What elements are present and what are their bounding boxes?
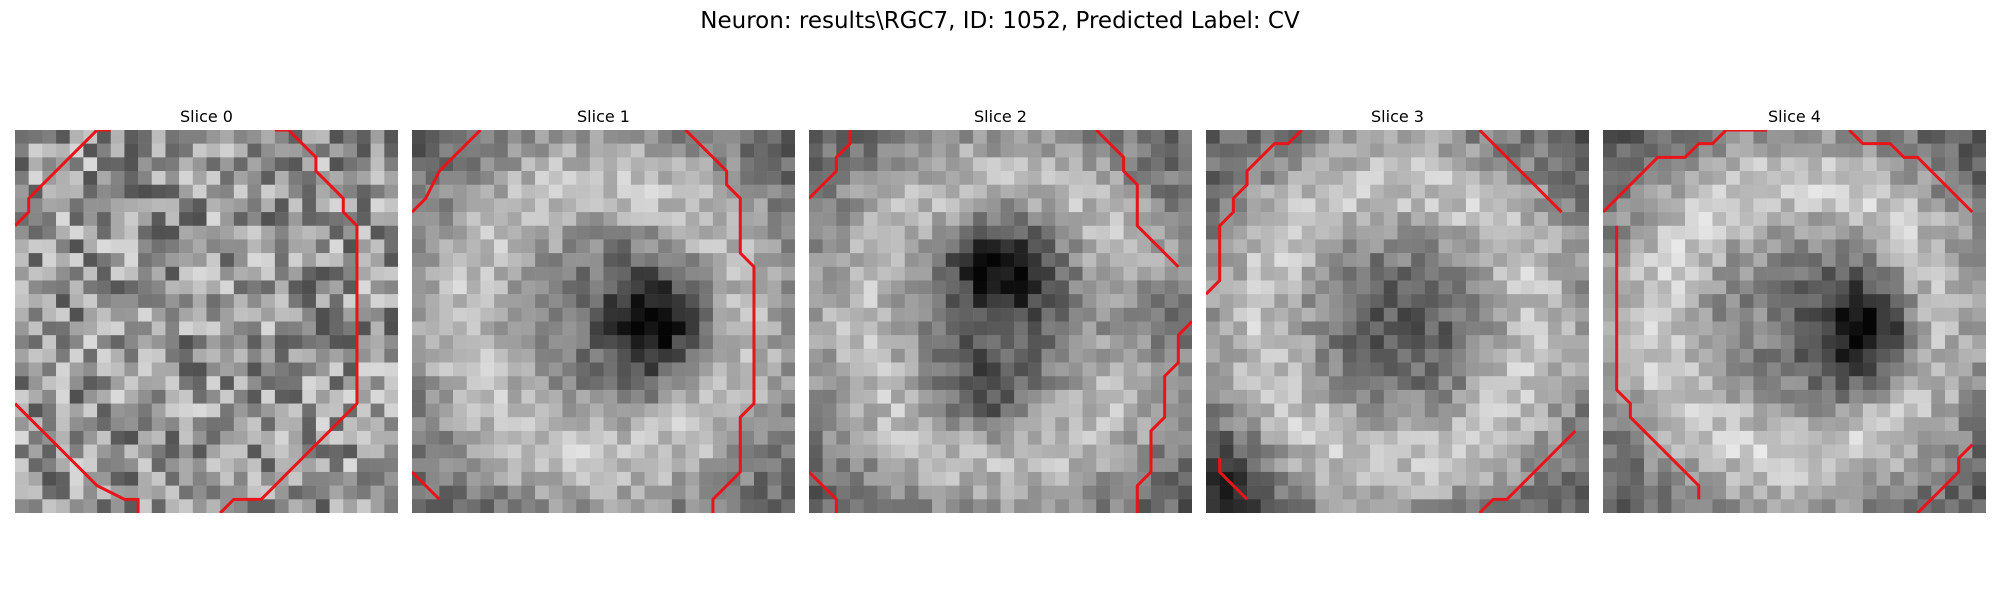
slice-4-contour-2 — [1615, 225, 1701, 500]
slice-1-contour-2 — [412, 470, 441, 501]
slice-1-contour-1 — [684, 130, 756, 513]
slice-2-pixels — [809, 130, 1192, 513]
slice-1-pixels — [412, 130, 795, 513]
slice-panel-3: Slice 3 — [1206, 106, 1589, 513]
slice-4-pixels — [1603, 130, 1986, 513]
slice-panel-4: Slice 4 — [1603, 106, 1986, 513]
slice-0-contour-0 — [15, 130, 111, 227]
slice-title-2: Slice 2 — [974, 107, 1027, 126]
slice-panel-2: Slice 2 — [809, 106, 1192, 513]
slice-3-contour-2 — [1218, 458, 1249, 501]
slice-title-3: Slice 3 — [1371, 107, 1424, 126]
slice-2-contour-3 — [809, 470, 838, 513]
figure-title: Neuron: results\RGC7, ID: 1052, Predicte… — [700, 8, 1300, 34]
slice-4-contour-3 — [1916, 443, 1974, 513]
slice-3-contour-3 — [1478, 429, 1577, 513]
slice-0-pixels — [15, 130, 398, 513]
slice-3-contour-1 — [1478, 130, 1563, 214]
slice-image-2 — [809, 130, 1192, 513]
slice-panel-0: Slice 0 — [15, 106, 398, 513]
slice-image-0 — [15, 130, 398, 513]
slice-2-contour-2 — [1135, 320, 1192, 513]
slice-0-contour-2 — [15, 402, 140, 513]
slice-image-3 — [1206, 130, 1589, 513]
slice-title-1: Slice 1 — [577, 107, 630, 126]
slice-title-0: Slice 0 — [180, 107, 233, 126]
slice-image-1 — [412, 130, 795, 513]
slice-4-contour-1 — [1848, 130, 1974, 214]
slice-3-pixels — [1206, 130, 1589, 513]
slice-3-contour-0 — [1206, 130, 1303, 296]
slice-panel-1: Slice 1 — [412, 106, 795, 513]
slice-4-contour-0 — [1603, 130, 1768, 214]
slice-2-contour-0 — [809, 130, 852, 200]
slice-1-contour-0 — [412, 130, 482, 214]
slice-title-4: Slice 4 — [1768, 107, 1821, 126]
slice-2-contour-1 — [1095, 130, 1180, 268]
slice-0-contour-1 — [219, 130, 359, 513]
slice-image-4 — [1603, 130, 1986, 513]
